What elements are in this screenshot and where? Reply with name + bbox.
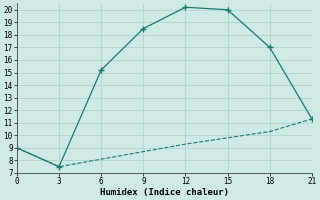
X-axis label: Humidex (Indice chaleur): Humidex (Indice chaleur) bbox=[100, 188, 229, 197]
